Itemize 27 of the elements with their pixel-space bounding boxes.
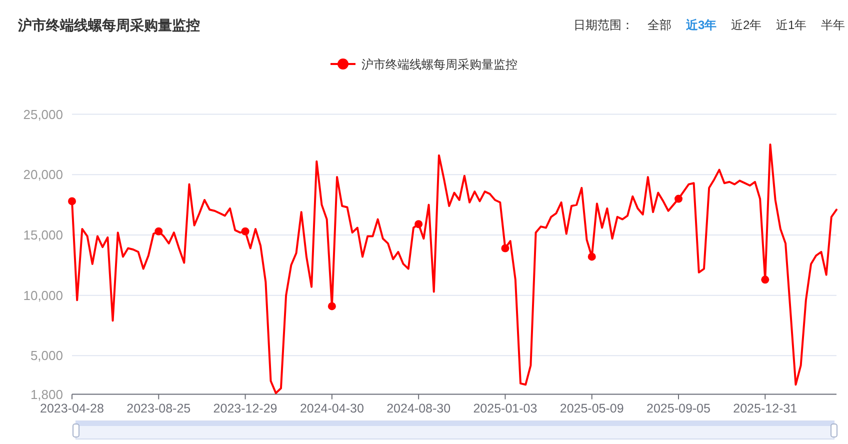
point (761, 276, 770, 284)
x-tick-label: 2025-01-03 (473, 401, 538, 416)
y-tick-label: 5,000 (30, 348, 63, 364)
text: 日期范围： 全部 近3年 近2年 近1年 半年 (573, 18, 845, 32)
point (241, 227, 250, 236)
x-tick-label: 2024-08-30 (386, 401, 451, 416)
y-tick-label: 10,000 (23, 288, 63, 303)
x-tick-label: 2023-12-29 (213, 401, 278, 416)
y-tick-label: 20,000 (23, 167, 63, 182)
y-tick-label: 25,000 (23, 106, 63, 122)
x-tick-label: 2025-12-31 (733, 401, 798, 416)
point (154, 227, 163, 236)
x-tick-label: 2025-09-05 (646, 401, 711, 416)
chart-title: 沪市终端线螺每周采购量监控 (17, 17, 200, 33)
x-tick-label: 2025-05-09 (560, 401, 624, 416)
x-tick-label: 2023-04-28 (40, 401, 104, 416)
y-tick-label: 1,800 (30, 386, 63, 402)
point (68, 197, 76, 206)
point (674, 194, 683, 203)
point (588, 252, 596, 261)
x-tick-label: 2023-08-25 (126, 401, 191, 416)
legend-label: 沪市终端线螺每周采购量监控 (362, 57, 518, 72)
point (501, 244, 510, 252)
x-tick-label: 2024-04-30 (300, 401, 364, 416)
point (414, 220, 423, 228)
y-tick-label: 15,000 (23, 227, 63, 242)
point (328, 302, 336, 310)
